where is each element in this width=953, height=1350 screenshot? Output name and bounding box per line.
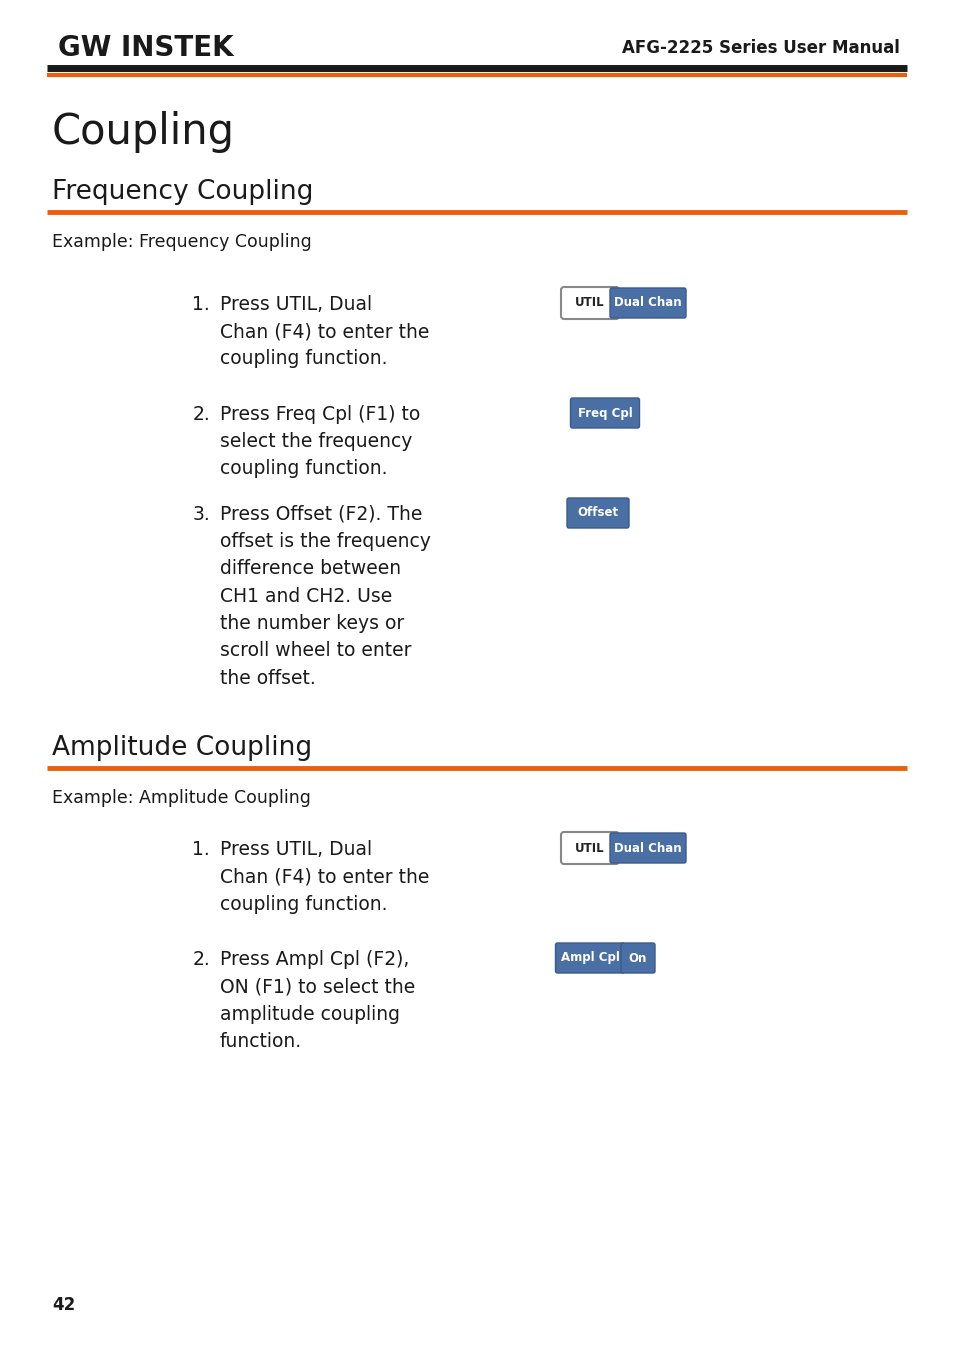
Text: Ampl Cpl: Ampl Cpl	[560, 952, 618, 964]
Text: Freq Cpl: Freq Cpl	[577, 406, 632, 420]
Text: 42: 42	[52, 1296, 75, 1314]
Text: 1.: 1.	[193, 840, 210, 859]
Text: Dual Chan: Dual Chan	[614, 841, 681, 855]
Text: Example: Amplitude Coupling: Example: Amplitude Coupling	[52, 788, 311, 807]
Text: 1.: 1.	[193, 296, 210, 315]
Text: Frequency Coupling: Frequency Coupling	[52, 180, 313, 205]
Text: Offset: Offset	[577, 506, 618, 520]
Text: AFG-2225 Series User Manual: AFG-2225 Series User Manual	[621, 39, 899, 57]
Text: Press UTIL, Dual
Chan (F4) to enter the
coupling function.: Press UTIL, Dual Chan (F4) to enter the …	[220, 296, 429, 369]
Text: GW INSTEK: GW INSTEK	[58, 34, 233, 62]
Text: 3.: 3.	[193, 505, 210, 524]
Text: Press Offset (F2). The
offset is the frequency
difference between
CH1 and CH2. U: Press Offset (F2). The offset is the fre…	[220, 505, 431, 687]
Text: Press UTIL, Dual
Chan (F4) to enter the
coupling function.: Press UTIL, Dual Chan (F4) to enter the …	[220, 840, 429, 914]
Text: 2.: 2.	[193, 405, 210, 424]
FancyBboxPatch shape	[609, 288, 685, 319]
FancyBboxPatch shape	[566, 498, 628, 528]
Text: Dual Chan: Dual Chan	[614, 297, 681, 309]
Text: Coupling: Coupling	[52, 111, 234, 153]
FancyBboxPatch shape	[570, 398, 639, 428]
Text: Press Ampl Cpl (F2),
ON (F1) to select the
amplitude coupling
function.: Press Ampl Cpl (F2), ON (F1) to select t…	[220, 950, 415, 1050]
FancyBboxPatch shape	[609, 833, 685, 863]
Text: UTIL: UTIL	[575, 297, 604, 309]
Text: Example: Frequency Coupling: Example: Frequency Coupling	[52, 234, 312, 251]
Text: Amplitude Coupling: Amplitude Coupling	[52, 734, 312, 761]
FancyBboxPatch shape	[560, 832, 618, 864]
Text: On: On	[628, 952, 646, 964]
FancyBboxPatch shape	[620, 944, 655, 973]
Text: UTIL: UTIL	[575, 841, 604, 855]
Text: Press Freq Cpl (F1) to
select the frequency
coupling function.: Press Freq Cpl (F1) to select the freque…	[220, 405, 420, 478]
FancyBboxPatch shape	[555, 944, 624, 973]
Text: 2.: 2.	[193, 950, 210, 969]
FancyBboxPatch shape	[560, 288, 618, 319]
